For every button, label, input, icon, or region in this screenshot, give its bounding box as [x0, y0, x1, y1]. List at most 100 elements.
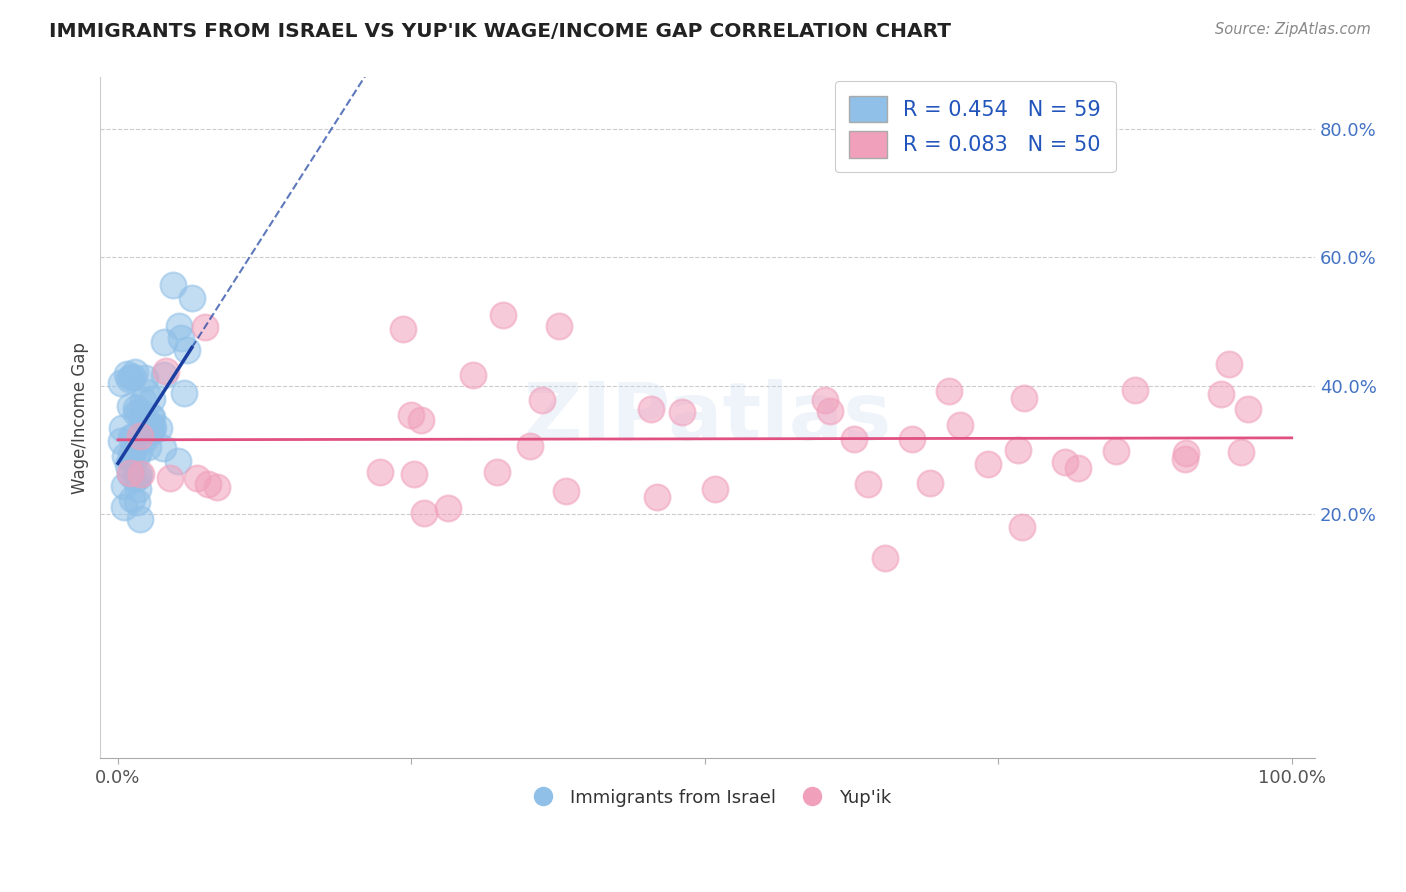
Point — [125, 495, 148, 509]
Point — [122, 370, 145, 384]
Point — [977, 457, 1000, 471]
Point — [166, 454, 188, 468]
Point — [1011, 520, 1033, 534]
Text: IMMIGRANTS FROM ISRAEL VS YUP'IK WAGE/INCOME GAP CORRELATION CHART: IMMIGRANTS FROM ISRAEL VS YUP'IK WAGE/IN… — [49, 22, 952, 41]
Point — [1229, 445, 1251, 459]
Point — [645, 490, 668, 504]
Y-axis label: Wage/Income Gap: Wage/Income Gap — [72, 342, 89, 494]
Text: Source: ZipAtlas.com: Source: ZipAtlas.com — [1215, 22, 1371, 37]
Point — [139, 409, 162, 424]
Point — [122, 430, 145, 444]
Point — [131, 410, 153, 425]
Point — [117, 458, 139, 473]
Point — [124, 472, 146, 486]
Point — [856, 477, 879, 491]
Point — [402, 467, 425, 481]
Point — [492, 308, 515, 322]
Point — [148, 421, 170, 435]
Point — [131, 408, 153, 422]
Point — [125, 406, 148, 420]
Point — [409, 413, 432, 427]
Point — [120, 453, 142, 467]
Point — [173, 386, 195, 401]
Point — [153, 368, 176, 382]
Point — [128, 429, 150, 443]
Point — [370, 466, 392, 480]
Point — [1053, 455, 1076, 469]
Point — [110, 434, 132, 448]
Point — [547, 319, 569, 334]
Point — [461, 368, 484, 382]
Point — [118, 399, 141, 413]
Point — [1237, 401, 1260, 416]
Point — [176, 343, 198, 357]
Point — [814, 393, 837, 408]
Point — [128, 467, 150, 481]
Point — [118, 467, 141, 481]
Point — [134, 411, 156, 425]
Point — [121, 492, 143, 507]
Point — [399, 408, 422, 422]
Point — [844, 432, 866, 446]
Point — [180, 291, 202, 305]
Point — [121, 444, 143, 458]
Point — [118, 371, 141, 385]
Point — [120, 370, 142, 384]
Point — [115, 367, 138, 381]
Point — [555, 484, 578, 499]
Point — [1175, 445, 1198, 459]
Point — [193, 320, 215, 334]
Point — [949, 418, 972, 433]
Point — [704, 482, 727, 496]
Point — [124, 365, 146, 379]
Point — [114, 449, 136, 463]
Point — [938, 384, 960, 399]
Point — [155, 364, 177, 378]
Point — [135, 385, 157, 400]
Point — [1007, 443, 1029, 458]
Text: ZIPatlas: ZIPatlas — [523, 379, 891, 457]
Point — [136, 440, 159, 454]
Point — [118, 466, 141, 480]
Point — [112, 478, 135, 492]
Point — [141, 392, 163, 406]
Point — [486, 465, 509, 479]
Point — [134, 371, 156, 385]
Point — [1218, 357, 1240, 371]
Point — [111, 420, 134, 434]
Point — [918, 475, 941, 490]
Point — [152, 334, 174, 349]
Point — [128, 511, 150, 525]
Point — [131, 392, 153, 407]
Point — [167, 318, 190, 333]
Point — [437, 501, 460, 516]
Point — [1067, 461, 1090, 475]
Point — [142, 421, 165, 435]
Point — [139, 424, 162, 438]
Legend: Immigrants from Israel, Yup'ik: Immigrants from Israel, Yup'ik — [517, 781, 898, 814]
Point — [820, 403, 842, 417]
Point — [127, 482, 149, 496]
Point — [159, 471, 181, 485]
Point — [141, 418, 163, 433]
Point — [128, 444, 150, 458]
Point — [205, 480, 228, 494]
Point — [134, 432, 156, 446]
Point — [120, 430, 142, 444]
Point — [1014, 392, 1036, 406]
Point — [671, 405, 693, 419]
Point — [1211, 387, 1233, 401]
Point — [152, 442, 174, 456]
Point — [1123, 383, 1146, 397]
Point — [138, 418, 160, 433]
Point — [141, 410, 163, 425]
Point — [127, 470, 149, 484]
Point — [1104, 443, 1126, 458]
Point — [134, 422, 156, 436]
Point — [125, 450, 148, 464]
Point — [110, 376, 132, 390]
Point — [1174, 451, 1197, 466]
Point — [128, 405, 150, 419]
Point — [124, 401, 146, 416]
Point — [129, 467, 152, 481]
